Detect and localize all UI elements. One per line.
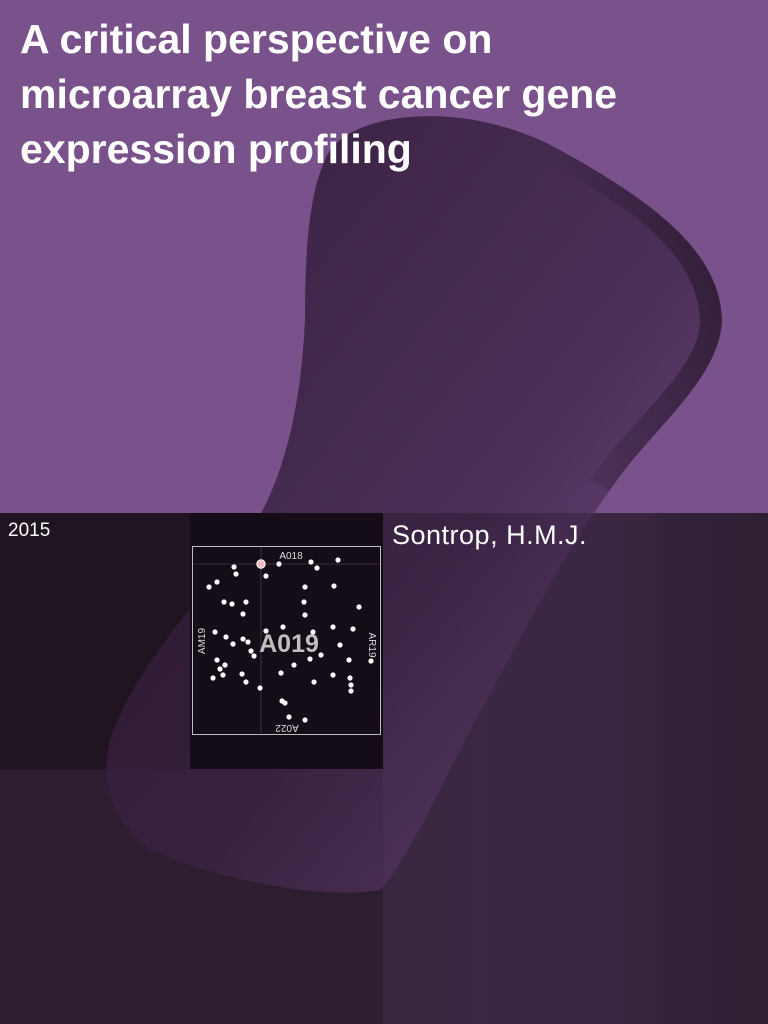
plate-spot bbox=[308, 559, 314, 565]
plate-spot bbox=[302, 612, 308, 618]
plate-label-top: A018 bbox=[279, 551, 303, 562]
plate-label-left: AM19 bbox=[197, 628, 208, 655]
plate-dots bbox=[206, 557, 374, 723]
plate-spot bbox=[217, 666, 223, 672]
plate-spot bbox=[243, 599, 249, 605]
plate-spot bbox=[337, 642, 343, 648]
cover-right-strip bbox=[656, 513, 768, 1024]
plate-spot bbox=[220, 672, 226, 678]
plate-spot bbox=[239, 671, 245, 677]
plate-spot bbox=[245, 639, 251, 645]
plate-spot bbox=[350, 626, 356, 632]
plate-spot bbox=[206, 584, 212, 590]
author-name: Sontrop, H.M.J. bbox=[392, 520, 588, 550]
plate-map-graphic: A019 A018 AM19 AR19 A022 bbox=[193, 547, 382, 736]
plate-spot bbox=[356, 604, 362, 610]
plate-spot bbox=[212, 629, 218, 635]
plate-spot bbox=[346, 657, 352, 663]
microarray-plate-map: A019 A018 AM19 AR19 A022 bbox=[192, 546, 382, 736]
plate-spot bbox=[257, 685, 263, 691]
plate-label-right: AR19 bbox=[366, 632, 377, 657]
plate-spot bbox=[263, 628, 269, 634]
plate-spot bbox=[278, 670, 284, 676]
plate-spot bbox=[222, 662, 228, 668]
plate-spot bbox=[330, 672, 336, 678]
plate-spot bbox=[221, 599, 227, 605]
plate-spot bbox=[307, 656, 313, 662]
plate-spot bbox=[214, 579, 220, 585]
plate-spot bbox=[335, 557, 341, 563]
plate-label-bottom: A022 bbox=[275, 722, 299, 733]
plate-spot bbox=[233, 571, 239, 577]
plate-spot bbox=[214, 657, 220, 663]
plate-spot bbox=[230, 641, 236, 647]
plate-spot bbox=[368, 658, 374, 664]
plate-spot bbox=[291, 662, 297, 668]
plate-spot bbox=[240, 611, 246, 617]
plate-spot bbox=[311, 679, 317, 685]
plate-spot bbox=[276, 561, 282, 567]
plate-spot bbox=[330, 624, 336, 630]
plate-spot bbox=[280, 624, 286, 630]
plate-spot bbox=[263, 573, 269, 579]
plate-spot bbox=[282, 700, 288, 706]
plate-spot bbox=[240, 636, 246, 642]
plate-spot bbox=[210, 675, 216, 681]
plate-spot bbox=[286, 714, 292, 720]
plate-spot bbox=[248, 648, 254, 654]
plate-spot bbox=[310, 629, 316, 635]
plate-spot bbox=[314, 565, 320, 571]
book-title: A critical perspective on microarray bre… bbox=[20, 16, 618, 172]
plate-spot bbox=[223, 634, 229, 640]
plate-spot bbox=[301, 599, 307, 605]
plate-spot bbox=[348, 688, 354, 694]
plate-spot bbox=[318, 652, 324, 658]
publication-year: 2015 bbox=[8, 520, 51, 541]
plate-spot bbox=[251, 653, 257, 659]
plate-center-code: A019 bbox=[259, 630, 319, 658]
plate-highlight-spot bbox=[256, 559, 266, 569]
plate-spot bbox=[348, 682, 354, 688]
plate-spot bbox=[229, 601, 235, 607]
plate-spot bbox=[231, 564, 237, 570]
plate-spot bbox=[302, 717, 308, 723]
plate-spot bbox=[347, 675, 353, 681]
plate-spot bbox=[302, 584, 308, 590]
plate-spot bbox=[243, 679, 249, 685]
shape-edge bbox=[550, 150, 722, 490]
shape-body bbox=[106, 116, 723, 893]
plate-spot bbox=[331, 583, 337, 589]
microarray-plate-panel bbox=[190, 513, 383, 769]
